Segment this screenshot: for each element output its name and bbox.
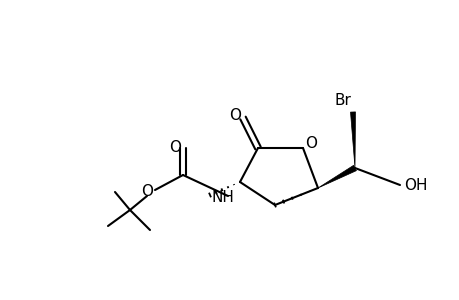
Text: OH: OH	[403, 178, 426, 193]
Text: Br: Br	[334, 92, 351, 107]
Polygon shape	[350, 112, 355, 168]
Text: O: O	[168, 140, 180, 155]
Text: NH: NH	[212, 190, 235, 205]
Text: O: O	[304, 136, 316, 152]
Text: O: O	[229, 109, 241, 124]
Polygon shape	[317, 165, 356, 188]
Text: O: O	[141, 184, 153, 200]
